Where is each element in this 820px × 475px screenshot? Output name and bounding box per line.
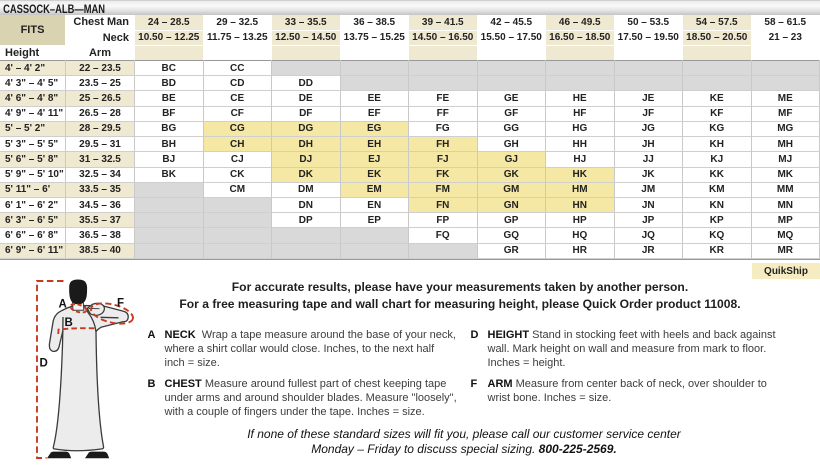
svg-text:B: B <box>65 317 73 329</box>
svg-text:D: D <box>40 357 48 369</box>
svg-text:F: F <box>117 297 124 309</box>
svg-text:A: A <box>59 299 67 311</box>
